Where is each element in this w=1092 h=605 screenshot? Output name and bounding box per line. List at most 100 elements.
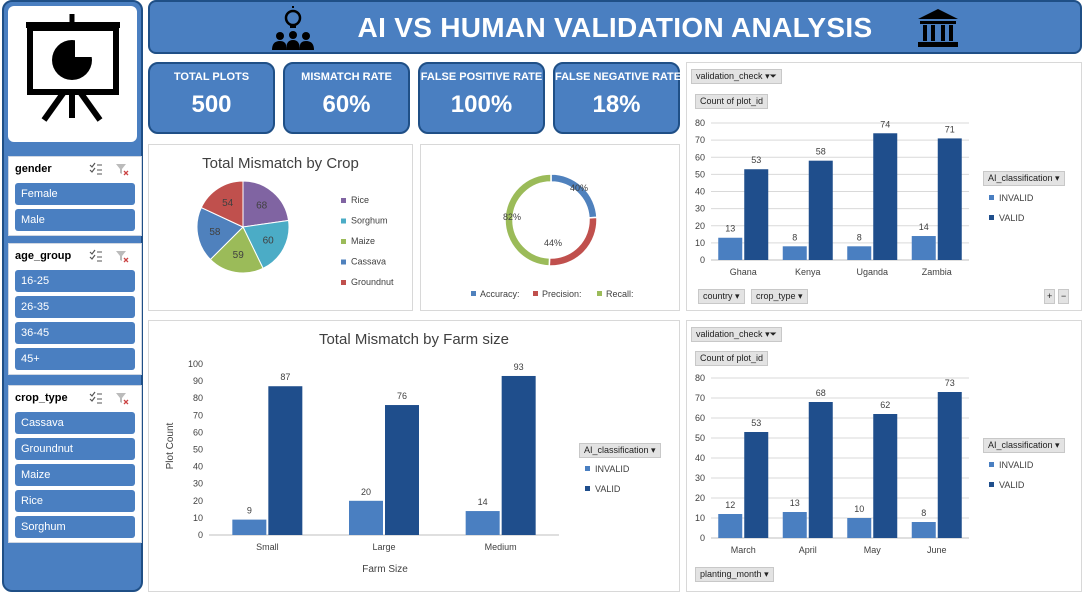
crop-type-field-button[interactable]: crop_type ▾: [751, 289, 808, 304]
dropdown-arrow-icon: ▾: [764, 569, 769, 579]
country-field-button[interactable]: country ▾: [698, 289, 745, 304]
multi-select-icon[interactable]: [89, 249, 103, 263]
multi-select-icon[interactable]: [89, 162, 103, 176]
slicer-item[interactable]: Cassava: [15, 412, 135, 434]
data-label: 58: [209, 227, 221, 238]
slicer-item[interactable]: Maize: [15, 464, 135, 486]
data-label: 53: [751, 155, 761, 165]
collapse-button[interactable]: −: [1058, 289, 1070, 304]
multi-select-icon[interactable]: [89, 391, 103, 405]
month-bar-panel: validation_check ▾⏷ Count of plot_id pla…: [686, 320, 1082, 592]
data-label: 10: [854, 504, 864, 514]
metrics-donut-panel: 40% 44% 82% Accuracy: Precision: Recall:: [420, 144, 680, 311]
filter-label: validation_check: [696, 329, 763, 339]
data-label: 82%: [503, 212, 521, 222]
slicer-title: gender: [15, 163, 52, 175]
legend-label: INVALID: [999, 193, 1034, 203]
slicer-item[interactable]: 26-35: [15, 296, 135, 318]
pie-slice: [242, 219, 290, 270]
y-tick-label: 80: [193, 393, 203, 403]
data-label: 14: [919, 222, 929, 232]
farm-bar-panel: Total Mismatch by Farm size AI_classific…: [148, 320, 680, 592]
data-label: 93: [514, 362, 524, 372]
presentation-logo: [8, 6, 137, 142]
donut-slice: [504, 173, 552, 267]
x-tick-label: Uganda: [856, 267, 888, 277]
bar: [847, 518, 872, 538]
x-tick-label: Medium: [485, 542, 517, 552]
y-tick-label: 60: [695, 152, 705, 162]
legend-label: Precision:: [542, 289, 582, 299]
slicer-title: age_group: [15, 250, 72, 262]
data-label: 62: [880, 400, 890, 410]
bar: [937, 138, 962, 260]
chart-title: Total Mismatch by Crop: [202, 155, 359, 172]
ai-classification-legend-button[interactable]: AI_classification ▾: [983, 438, 1065, 453]
clear-filter-icon[interactable]: [115, 249, 129, 263]
slicer-item[interactable]: Male: [15, 209, 135, 231]
x-tick-label: June: [927, 545, 947, 555]
legend-label: Accuracy:: [480, 289, 520, 299]
y-tick-label: 60: [193, 427, 203, 437]
metrics-donut-chart: 40% 44% 82% Accuracy: Precision: Recall:: [471, 173, 634, 299]
planting-month-field-button[interactable]: planting_month ▾: [695, 567, 774, 582]
dropdown-arrow-icon: ▾: [798, 291, 803, 301]
x-tick-label: Large: [372, 542, 395, 552]
data-label: 12: [725, 500, 735, 510]
field-label: AI_classification: [988, 173, 1053, 183]
bar: [782, 512, 807, 538]
x-tick-label: Zambia: [922, 267, 952, 277]
data-label: 58: [816, 147, 826, 157]
validation-check-filter[interactable]: validation_check ▾⏷: [691, 327, 782, 342]
chart-title: Total Mismatch by Farm size: [318, 331, 510, 348]
data-label: 54: [222, 198, 234, 209]
clear-filter-icon[interactable]: [115, 391, 129, 405]
pie-slice: [196, 206, 244, 261]
slicer-item[interactable]: Sorghum: [15, 516, 135, 538]
crop-pie-panel: Total Mismatch by Crop 68 60 59 58 54 Rice Sor…: [148, 144, 413, 311]
bar: [847, 246, 872, 260]
y-tick-label: 60: [695, 413, 705, 423]
bar: [465, 511, 500, 535]
y-tick-label: 40: [695, 453, 705, 463]
y-tick-label: 30: [695, 473, 705, 483]
kpi-label: FALSE POSITIVE RATE: [420, 71, 543, 83]
count-field-button[interactable]: Count of plot_id: [695, 351, 769, 366]
y-tick-label: 50: [695, 169, 705, 179]
y-tick-label: 20: [193, 496, 203, 506]
data-label: 44%: [544, 238, 562, 248]
donut-slice: [550, 173, 598, 219]
filter-icon: ▾⏷: [765, 71, 777, 81]
slicer-item[interactable]: Rice: [15, 490, 135, 512]
clear-filter-icon[interactable]: [115, 162, 129, 176]
ai-classification-legend-button[interactable]: AI_classification ▾: [983, 171, 1065, 186]
x-tick-label: Kenya: [795, 267, 821, 277]
ai-classification-legend-button[interactable]: AI_classification ▾: [579, 443, 661, 458]
validation-check-filter[interactable]: validation_check ▾⏷: [691, 69, 782, 84]
data-label: 71: [945, 124, 955, 134]
slicer-item[interactable]: Groundnut: [15, 438, 135, 460]
kpi-false-negative-rate: FALSE NEGATIVE RATE 18%: [553, 62, 681, 134]
legend-swatch: [341, 280, 346, 285]
slicer-item[interactable]: 45+: [15, 348, 135, 370]
y-tick-label: 0: [198, 530, 203, 540]
kpi-false-positive-rate: FALSE POSITIVE RATE 100%: [418, 62, 545, 134]
legend-swatch: [585, 486, 590, 491]
y-tick-label: 70: [695, 135, 705, 145]
slicer-item[interactable]: Female: [15, 183, 135, 205]
data-label: 53: [751, 418, 761, 428]
bar: [232, 519, 267, 535]
slicer-item[interactable]: 16-25: [15, 270, 135, 292]
field-label: AI_classification: [988, 440, 1053, 450]
expand-button[interactable]: +: [1044, 289, 1056, 304]
bar: [873, 414, 898, 538]
count-field-button[interactable]: Count of plot_id: [695, 94, 769, 109]
bar: [718, 514, 743, 538]
filter-icon: ▾⏷: [765, 329, 777, 339]
data-label: 59: [233, 250, 245, 261]
legend-label: Recall:: [606, 289, 634, 299]
slicer-item[interactable]: 36-45: [15, 322, 135, 344]
y-tick-label: 10: [193, 513, 203, 523]
pie-slice: [200, 180, 244, 228]
